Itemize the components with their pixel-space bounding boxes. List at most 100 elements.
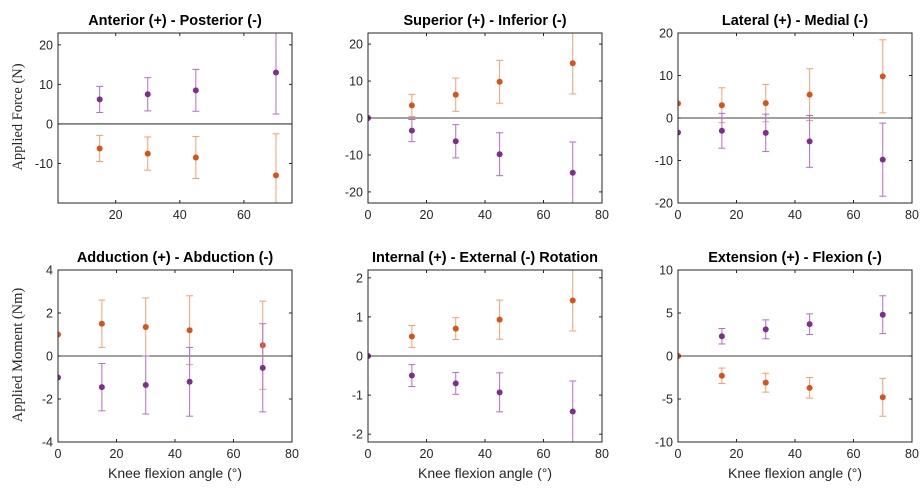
data-point: [272, 172, 279, 179]
subplot-title: Anterior (+) - Posterior (-): [88, 13, 262, 29]
data-point: [762, 100, 769, 107]
y-tick-label: -2: [42, 393, 53, 407]
data-point: [718, 372, 725, 379]
data-point: [58, 331, 61, 338]
data-layer: [678, 295, 887, 417]
subplot-title: Extension (+) - Flexion (-): [708, 250, 882, 266]
subplot-title: Superior (+) - Inferior (-): [403, 13, 566, 29]
data-point: [762, 326, 769, 333]
data-point: [98, 384, 105, 391]
data-point: [408, 372, 415, 379]
data-point: [762, 129, 769, 136]
x-tick-label: 60: [537, 447, 551, 461]
data-point: [569, 169, 576, 176]
y-tick-label: 4: [46, 264, 53, 278]
data-point: [569, 60, 576, 67]
y-tick-label: 5: [666, 307, 673, 321]
y-tick-label: 20: [659, 27, 673, 41]
x-tick-label: 20: [730, 208, 744, 222]
data-point: [496, 151, 503, 158]
data-point: [186, 327, 193, 334]
subplot-2: Superior (+) - Inferior (-) 0 20 40 60 80 -20 -…: [345, 13, 609, 222]
data-point: [142, 382, 149, 389]
y-tick-label: 2: [356, 271, 363, 285]
data-point: [718, 333, 725, 340]
data-point: [879, 394, 886, 401]
data-point: [192, 87, 199, 94]
y-tick-label: 1: [356, 310, 363, 324]
data-point: [186, 378, 193, 385]
x-tick-label: 20: [730, 447, 744, 461]
row-label-force: Applied Force (N): [10, 63, 26, 170]
x-tick-label: 40: [478, 447, 492, 461]
x-tick-label: 60: [847, 208, 861, 222]
y-tick-label: -20: [345, 185, 363, 199]
row-label-moment: Applied Moment (Nm): [10, 288, 26, 423]
y-tick-label: 0: [666, 350, 673, 364]
subplot-4: Adduction (+) - Abduction (-)0 20 40 60 80-4…: [42, 250, 299, 481]
x-tick-label: 20: [109, 208, 123, 222]
y-tick-label: 0: [46, 350, 53, 364]
data-point: [806, 384, 813, 391]
data-point: [98, 320, 105, 327]
data-point: [58, 374, 61, 381]
subplot-title: Adduction (+) - Abduction (-): [77, 250, 274, 266]
x-tick-label: 20: [420, 208, 434, 222]
data-point: [496, 316, 503, 323]
x-tick-label: 80: [595, 447, 609, 461]
data-point: [496, 389, 503, 396]
y-tick-label: 10: [659, 69, 673, 83]
data-point: [569, 297, 576, 304]
data-layer: [58, 295, 267, 417]
x-tick-label: 40: [788, 447, 802, 461]
y-tick-label: -10: [655, 436, 673, 450]
y-tick-label: -4: [42, 436, 53, 450]
y-tick-label: 2: [46, 307, 53, 321]
y-tick-label: 10: [39, 78, 53, 92]
subplot-5: Internal (+) - External (-) Rotation 0 20 4…: [352, 250, 609, 481]
x-tick-label: 40: [478, 208, 492, 222]
data-point: [879, 73, 886, 80]
data-point: [496, 78, 503, 85]
y-tick-label: -5: [662, 393, 673, 407]
y-tick-label: 0: [356, 112, 363, 126]
data-point: [806, 138, 813, 145]
x-tick-label: 20: [420, 447, 434, 461]
y-tick-label: -10: [35, 157, 53, 171]
data-point: [678, 100, 681, 107]
x-tick-label: 60: [847, 447, 861, 461]
y-tick-label: -2: [352, 428, 363, 442]
data-point: [879, 311, 886, 318]
data-point: [762, 379, 769, 386]
data-point: [142, 323, 149, 330]
y-tick-label: 20: [39, 38, 53, 52]
y-tick-label: 0: [666, 112, 673, 126]
subplot-title: Internal (+) - External (-) Rotation: [372, 250, 598, 266]
axes-frame: [57, 32, 293, 204]
y-tick-label: 0: [46, 117, 53, 131]
y-tick-label: -20: [655, 197, 673, 211]
y-tick-label: 0: [356, 350, 363, 364]
data-point: [879, 156, 886, 163]
x-tick-label: 60: [537, 208, 551, 222]
data-point: [718, 127, 725, 134]
data-point: [272, 69, 279, 76]
data-point: [569, 408, 576, 415]
x-tick-label: 0: [675, 208, 682, 222]
data-point: [718, 102, 725, 109]
subplot-panels: Anterior (+) - Posterior (-)20 40 60-10010…: [35, 13, 919, 481]
x-tick-label: 60: [227, 447, 241, 461]
y-tick-label: -10: [655, 154, 673, 168]
data-layer: [678, 39, 887, 197]
x-tick-label: 80: [595, 208, 609, 222]
x-axis-label: Knee flexion angle (°): [728, 465, 862, 481]
x-tick-label: 60: [237, 208, 251, 222]
data-point: [192, 154, 199, 161]
x-axis-label: Knee flexion angle (°): [108, 465, 242, 481]
subplot-1: Anterior (+) - Posterior (-) 20 40 60 -10 0 10…: [35, 13, 293, 222]
data-layer: [368, 33, 577, 203]
data-point: [452, 138, 459, 145]
y-tick-label: -10: [345, 148, 363, 162]
data-point: [96, 145, 103, 152]
